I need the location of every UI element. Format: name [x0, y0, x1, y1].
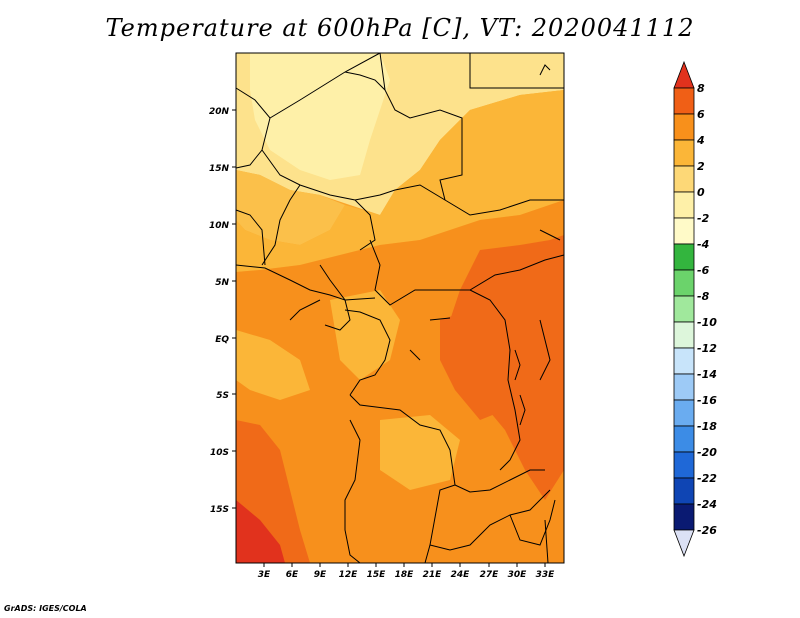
colorbar-swatch: [673, 451, 695, 479]
colorbar-swatch: [673, 295, 695, 323]
colorbar-label: -10: [697, 316, 717, 329]
longitude-axis: [263, 563, 546, 567]
colorbar-swatch: [673, 269, 695, 297]
colorbar-swatch: [673, 477, 695, 505]
colorbar-label: -20: [697, 446, 717, 459]
lon-label: 6E: [286, 570, 299, 580]
colorbar-swatch: [673, 87, 695, 115]
colorbar-label: 6: [697, 108, 705, 121]
colorbar-label: -12: [697, 342, 717, 355]
lon-label: 24E: [451, 570, 471, 580]
country-borders: [235, 52, 565, 564]
colorbar-label: -6: [697, 264, 710, 277]
colorbar-label: -4: [697, 238, 709, 251]
lon-label: 15E: [367, 570, 387, 580]
lat-label: 5S: [216, 391, 229, 401]
colorbar-swatch: [673, 139, 695, 167]
latitude-labels: 20N 15N 10N 5N EQ 5S 10S 15S: [209, 107, 230, 515]
latitude-axis: [232, 109, 236, 509]
colorbar-label: -16: [697, 394, 717, 407]
colorbar-label: -22: [697, 472, 717, 485]
colorbar-bottom-arrow: [673, 529, 695, 558]
colorbar-label: -2: [697, 212, 710, 225]
colorbar-swatch: [673, 503, 695, 531]
colorbar-swatch: [673, 321, 695, 349]
lon-label: 30E: [508, 570, 528, 580]
colorbar-label: 8: [697, 82, 705, 95]
lon-label: 3E: [258, 570, 271, 580]
colorbar-swatch: [673, 373, 695, 401]
lon-label: 33E: [536, 570, 556, 580]
lon-label: 18E: [395, 570, 415, 580]
temperature-field: [236, 53, 564, 563]
colorbar-label: 0: [697, 186, 705, 199]
colorbar-label: 4: [696, 134, 705, 147]
colorbar-label: -8: [697, 290, 710, 303]
colorbar: 8 6 4 2 0 -2 -4 -6 -8 -10 -12 -14 -16 -18 -20 -22 -24 -26: [673, 60, 717, 558]
lat-label: 20N: [209, 107, 230, 117]
lat-label: EQ: [215, 335, 229, 345]
colorbar-label: -14: [697, 368, 717, 381]
map-title: Temperature at 600hPa [C], VT: 202004111…: [105, 14, 695, 42]
map-frame: [235, 52, 565, 564]
colorbar-swatch: [673, 165, 695, 193]
colorbar-swatch: [673, 113, 695, 141]
longitude-labels: 3E 6E 9E 12E 15E 18E 21E 24E 27E 30E 33E: [258, 570, 555, 580]
colorbar-swatch: [673, 347, 695, 375]
lat-label: 10N: [209, 221, 230, 231]
lat-label: 5N: [215, 278, 229, 288]
lat-label: 10S: [210, 448, 229, 458]
colorbar-swatch: [673, 191, 695, 219]
colorbar-label: -24: [697, 498, 717, 511]
colorbar-label: 2: [697, 160, 705, 173]
colorbar-swatch: [673, 217, 695, 245]
grads-credit: GrADS: IGES/COLA: [4, 604, 87, 613]
colorbar-label: -18: [697, 420, 717, 433]
lon-label: 9E: [314, 570, 327, 580]
colorbar-swatch: [673, 243, 695, 271]
lon-label: 21E: [423, 570, 443, 580]
colorbar-top-arrow: [673, 60, 695, 89]
colorbar-swatch: [673, 399, 695, 427]
lon-label: 12E: [339, 570, 359, 580]
lat-label: 15S: [210, 505, 229, 515]
colorbar-swatch: [673, 425, 695, 453]
colorbar-label: -26: [697, 524, 717, 537]
lon-label: 27E: [480, 570, 500, 580]
lat-label: 15N: [209, 164, 230, 174]
